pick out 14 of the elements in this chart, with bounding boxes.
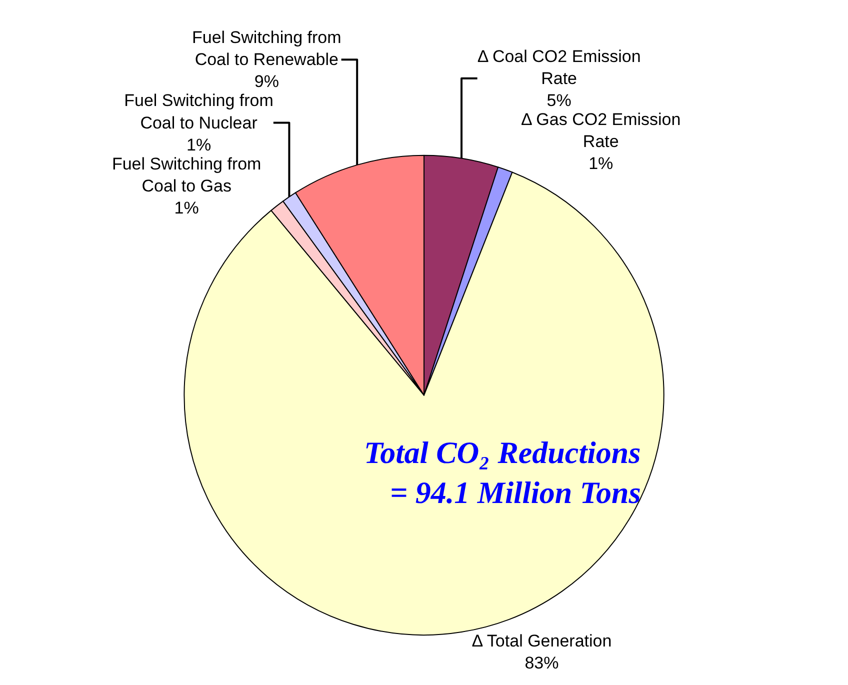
data-label: 9% [254,72,279,92]
text: = 94.1 Million Tons [390,475,641,510]
data-label: 1% [186,135,212,154]
slice-label: Fuel Switching from Coal to Gas [112,154,262,196]
data-label: 1% [588,154,614,174]
slice-label: Δ Gas CO2 Emission Rate [521,110,681,152]
slice-label: Δ Total Generation [472,632,612,651]
slice-label: Δ Coal CO2 Emission Rate [477,46,641,88]
text: Total CO₂ Reductions [364,435,641,470]
data-label: 1% [174,198,199,218]
slice-label: Fuel Switching from Coal to Renewable [192,28,342,70]
slice-label: Fuel Switching from Coal to Nuclear [124,91,274,132]
data-label: 5% [546,91,572,110]
data-label: 83% [524,654,559,673]
